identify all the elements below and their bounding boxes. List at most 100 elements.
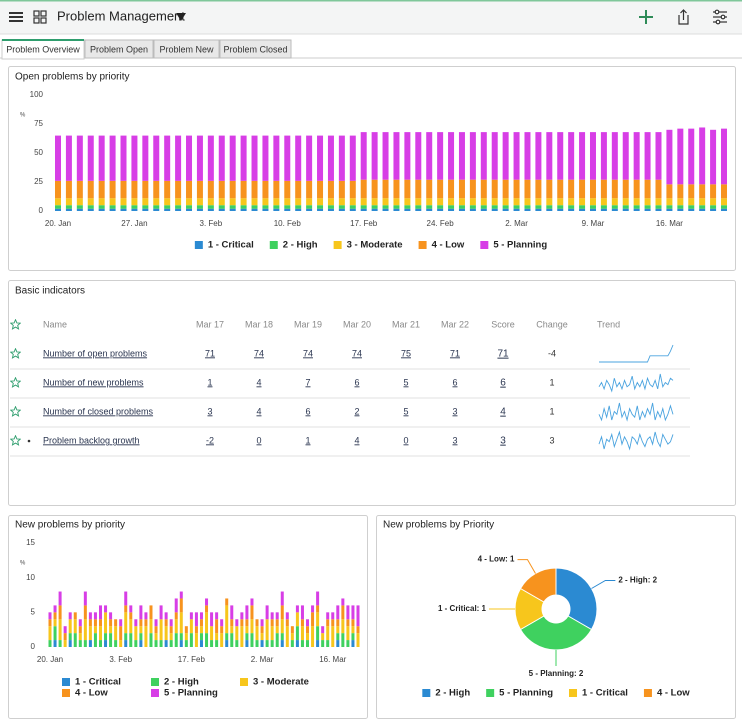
bar-segment (699, 208, 706, 211)
bar-segment (382, 132, 389, 180)
indicator-value[interactable]: 1 (207, 377, 212, 387)
bar-segment (109, 208, 116, 211)
share-icon[interactable] (678, 9, 689, 25)
indicator-score[interactable]: 71 (497, 349, 509, 360)
indicator-score[interactable]: 4 (500, 407, 506, 418)
bar-segment (688, 208, 695, 211)
bar-segment (393, 132, 400, 180)
add-icon[interactable] (639, 10, 653, 24)
indicator-value[interactable]: 74 (254, 348, 264, 358)
settings-icon[interactable] (713, 9, 727, 25)
legend-label[interactable]: 5 - Planning (164, 688, 218, 699)
indicator-value[interactable]: 4 (354, 435, 359, 445)
bar-segment (721, 128, 727, 185)
bar-segment (666, 198, 673, 206)
bar-segment (260, 619, 264, 627)
legend-label[interactable]: 4 - Low (657, 688, 690, 699)
bar-segment (48, 640, 52, 647)
tab[interactable] (84, 39, 154, 59)
bar-segment (131, 205, 138, 209)
bar-segment (154, 626, 158, 634)
tab-label[interactable]: Problem Overview (6, 44, 80, 54)
bar-segment (87, 205, 94, 209)
bar-segment (196, 198, 203, 206)
indicator-score[interactable]: 3 (500, 436, 506, 447)
x-tick-label: 27. Jan (121, 219, 147, 228)
bar-segment (346, 605, 350, 620)
bar-segment (666, 184, 673, 199)
indicator-value[interactable]: 1 (305, 435, 310, 445)
legend-label[interactable]: 1 - Critical (208, 240, 254, 251)
indicator-value[interactable]: 2 (354, 406, 359, 416)
bar-segment (175, 208, 182, 211)
bar-segment (316, 626, 320, 641)
bar-segment (179, 598, 183, 613)
indicator-value[interactable]: 74 (352, 348, 362, 358)
tab[interactable] (219, 39, 292, 59)
tab-label[interactable]: Problem Closed (223, 44, 287, 54)
dropdown-icon[interactable] (176, 13, 186, 21)
bar-segment (270, 612, 274, 620)
bar-segment (426, 208, 433, 211)
indicator-value[interactable]: 0 (403, 435, 408, 445)
legend-label[interactable]: 5 - Planning (493, 240, 547, 251)
indicator-value[interactable]: 3 (452, 406, 457, 416)
indicator-value[interactable]: 5 (403, 406, 408, 416)
indicator-value[interactable]: 6 (452, 377, 457, 387)
grid-icon[interactable] (33, 10, 47, 24)
bar-segment (448, 205, 455, 209)
bar-segment (220, 619, 224, 627)
bar-segment (280, 619, 284, 634)
legend-label[interactable]: 4 - Low (432, 240, 465, 251)
column-header: Mar 18 (245, 319, 273, 329)
indicator-value[interactable]: -2 (206, 435, 214, 445)
indicator-name[interactable]: Number of new problems (43, 377, 144, 387)
indicator-value[interactable]: 3 (207, 406, 212, 416)
bar-segment (53, 605, 57, 613)
bar-segment (306, 626, 310, 634)
legend-label[interactable]: 2 - High (283, 240, 318, 251)
sparkline (599, 344, 674, 363)
indicator-value[interactable]: 74 (303, 348, 313, 358)
indicator-value[interactable]: 6 (354, 377, 359, 387)
tab-label[interactable]: Problem New (159, 44, 214, 54)
indicator-value[interactable]: 4 (256, 406, 261, 416)
legend-label[interactable]: 2 - High (435, 688, 470, 699)
legend-label[interactable]: 2 - High (164, 677, 199, 688)
legend-label[interactable]: 1 - Critical (582, 688, 628, 699)
legend-label[interactable]: 4 - Low (75, 688, 108, 699)
bar-segment (306, 619, 310, 627)
indicator-value[interactable]: 0 (256, 435, 261, 445)
tab[interactable] (153, 39, 220, 59)
indicator-value[interactable]: 71 (205, 348, 215, 358)
indicator-score[interactable]: 6 (500, 378, 506, 389)
indicator-value[interactable]: 7 (305, 377, 310, 387)
legend-swatch (569, 689, 578, 697)
legend-label[interactable]: 5 - Planning (499, 688, 553, 699)
indicator-value[interactable]: 4 (256, 377, 261, 387)
bar-segment (186, 180, 193, 199)
bar-segment (524, 132, 531, 180)
indicator-name[interactable]: Number of closed problems (43, 406, 154, 416)
indicator-name[interactable]: Problem backlog growth (43, 435, 140, 445)
legend-label[interactable]: 1 - Critical (75, 677, 121, 688)
bar-segment (58, 591, 62, 606)
bar-segment (426, 179, 433, 199)
indicator-value[interactable]: 3 (452, 435, 457, 445)
menu-icon[interactable] (9, 12, 23, 22)
indicator-value[interactable]: 6 (305, 406, 310, 416)
legend-label[interactable]: 3 - Moderate (347, 240, 403, 251)
indicator-value[interactable]: 75 (401, 348, 411, 358)
bar-segment (260, 640, 264, 647)
bar-segment (153, 198, 160, 206)
panel-title: New problems by priority (15, 520, 125, 531)
indicator-name[interactable]: Number of open problems (43, 348, 148, 358)
bar-segment (393, 208, 400, 211)
bar-segment (144, 619, 148, 627)
indicator-value[interactable]: 71 (450, 348, 460, 358)
tab-label[interactable]: Problem Open (90, 44, 148, 54)
bar-segment (93, 626, 97, 634)
legend-label[interactable]: 3 - Moderate (253, 677, 309, 688)
indicator-value[interactable]: 5 (403, 377, 408, 387)
bar-segment (311, 626, 315, 647)
